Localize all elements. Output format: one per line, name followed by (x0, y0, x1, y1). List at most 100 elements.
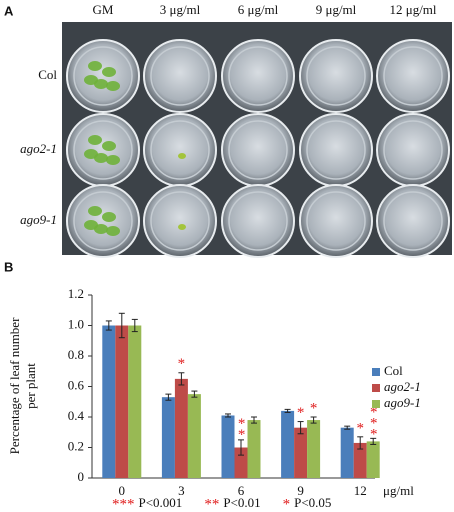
y-axis-label: per plant (23, 363, 38, 409)
well (143, 184, 217, 258)
note-stars: ** (204, 496, 219, 512)
well-rim (306, 46, 366, 106)
well-rim (228, 120, 288, 180)
well-rim (150, 46, 210, 106)
well (66, 113, 140, 187)
significance-mark: *** (366, 404, 382, 437)
y-tick-label: 0.2 (68, 438, 84, 453)
note-text: P<0.01 (223, 495, 260, 510)
well-rim (150, 120, 210, 180)
well-rim (228, 46, 288, 106)
note-text: P<0.05 (294, 495, 331, 510)
well-rim (383, 191, 443, 251)
column-header: 12 μg/ml (389, 2, 436, 17)
y-tick-label: 0.6 (68, 377, 85, 392)
bar (115, 325, 129, 478)
bar (234, 447, 248, 478)
column-header: 3 μg/ml (160, 2, 201, 17)
x-unit-label: μg/ml (383, 483, 414, 498)
seedling (178, 224, 186, 230)
seedling (106, 81, 120, 91)
bar (174, 378, 188, 478)
significance-mark: ** (234, 416, 250, 438)
legend-label: ago2-1 (384, 379, 421, 394)
legend-label: Col (384, 363, 403, 378)
significance-mark: * (178, 356, 186, 372)
bar (187, 394, 201, 478)
bar (353, 442, 367, 478)
bar (307, 420, 321, 478)
bar (340, 427, 354, 478)
seedling (88, 135, 102, 145)
bar (247, 420, 261, 478)
well (299, 39, 373, 113)
bar (161, 397, 175, 478)
seedling (88, 61, 102, 71)
legend-swatch (372, 384, 380, 392)
x-tick-label: 6 (238, 483, 245, 498)
row-label: Col (38, 67, 57, 82)
seedling (88, 206, 102, 216)
significance-mark: * (310, 400, 318, 416)
legend-swatch (372, 400, 380, 408)
seedling (106, 226, 120, 236)
x-tick-label: 9 (297, 483, 304, 498)
well (376, 113, 450, 187)
note-stars: * (283, 496, 291, 512)
y-tick-label: 1.0 (68, 316, 84, 331)
seedling (84, 75, 98, 85)
well (221, 39, 295, 113)
legend-label: ago9-1 (384, 395, 421, 410)
x-tick-label: 3 (178, 483, 185, 498)
y-axis-label: Percentage of leaf number (7, 317, 22, 454)
well-rim (228, 191, 288, 251)
well (376, 39, 450, 113)
column-header: 6 μg/ml (238, 2, 279, 17)
y-tick-label: 0 (78, 469, 85, 484)
well-rim (73, 120, 133, 180)
y-tick-label: 1.2 (68, 286, 84, 301)
well-rim (306, 120, 366, 180)
seedling (178, 153, 186, 159)
seedling (102, 141, 116, 151)
x-tick-label: 12 (354, 483, 367, 498)
well (299, 113, 373, 187)
significance-mark: * (297, 405, 305, 421)
bar (366, 441, 380, 478)
y-tick-label: 0.4 (68, 408, 85, 423)
bar (294, 427, 308, 478)
well (66, 39, 140, 113)
well (376, 184, 450, 258)
legend-swatch (372, 368, 380, 376)
row-label: ago9-1 (20, 212, 57, 227)
column-header: GM (93, 2, 114, 17)
bar (221, 415, 235, 478)
bar (102, 325, 116, 478)
well (66, 184, 140, 258)
seedling (102, 212, 116, 222)
column-header: 9 μg/ml (316, 2, 357, 17)
bar (281, 410, 295, 478)
note-text: P<0.001 (139, 495, 183, 510)
significance-mark: * (356, 420, 364, 436)
well (221, 184, 295, 258)
well (143, 113, 217, 187)
bar (128, 325, 142, 478)
y-tick-label: 0.8 (68, 347, 84, 362)
well-rim (73, 46, 133, 106)
seedling (106, 155, 120, 165)
well-rim (73, 191, 133, 251)
well (221, 113, 295, 187)
seedling (84, 220, 98, 230)
x-tick-label: 0 (119, 483, 126, 498)
well-rim (306, 191, 366, 251)
panel-label: B (4, 259, 13, 274)
note-stars: *** (112, 496, 135, 512)
row-label: ago2-1 (20, 141, 57, 156)
seedling (84, 149, 98, 159)
well-rim (383, 46, 443, 106)
well (143, 39, 217, 113)
well (299, 184, 373, 258)
seedling (102, 67, 116, 77)
well-rim (383, 120, 443, 180)
